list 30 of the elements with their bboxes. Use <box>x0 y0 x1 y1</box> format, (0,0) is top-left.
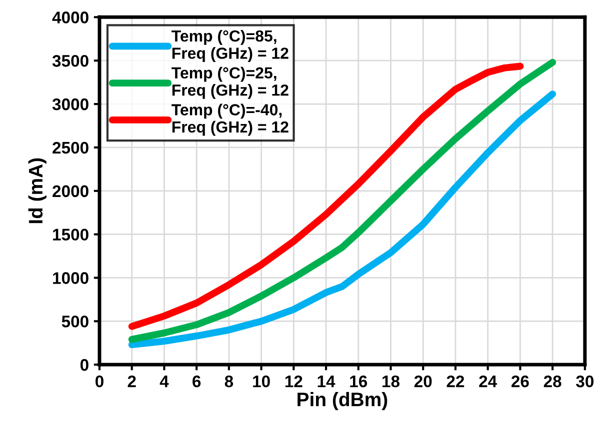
x-tick-label: 24 <box>479 376 498 388</box>
legend-label: Temp (°C)=25, Freq (GHz) = 12 <box>172 66 288 99</box>
x-tick-label: 26 <box>512 376 529 388</box>
y-tick-label: 2500 <box>52 142 88 154</box>
x-tick-label: 30 <box>576 376 594 388</box>
y-tick-label: 3000 <box>52 98 88 110</box>
x-tick-label: 2 <box>128 376 136 388</box>
y-tick-label: 1500 <box>53 228 88 241</box>
x-tick-label: 16 <box>350 376 368 388</box>
x-tick-label: 6 <box>192 376 201 388</box>
y-axis-title: Id (mA) <box>28 158 46 224</box>
y-tick-label: 3500 <box>52 54 88 67</box>
legend-label: Temp (°C)=-40, Freq (GHz) = 12 <box>172 104 288 136</box>
x-tick-label: 4 <box>160 376 169 388</box>
y-tick-label: 500 <box>62 316 88 328</box>
y-tick-label: 1000 <box>53 272 88 284</box>
x-tick-label: 28 <box>544 376 562 388</box>
x-tick-label: 14 <box>318 376 336 388</box>
x-tick-label: 22 <box>446 376 464 388</box>
y-tick-label: 0 <box>80 359 88 371</box>
y-tick-label: 4000 <box>52 12 88 24</box>
x-tick-label: 12 <box>285 376 302 388</box>
y-tick-label: 2000 <box>52 185 88 198</box>
x-tick-label: 0 <box>96 376 104 388</box>
x-axis-title: Pin (dBm) <box>298 392 388 410</box>
x-tick-label: 8 <box>224 376 234 388</box>
x-tick-label: 10 <box>253 376 270 388</box>
x-tick-label: 18 <box>382 376 400 388</box>
legend-label: Temp (°C)=85, Freq (GHz) = 12 <box>172 30 288 62</box>
x-tick-label: 20 <box>414 376 432 388</box>
